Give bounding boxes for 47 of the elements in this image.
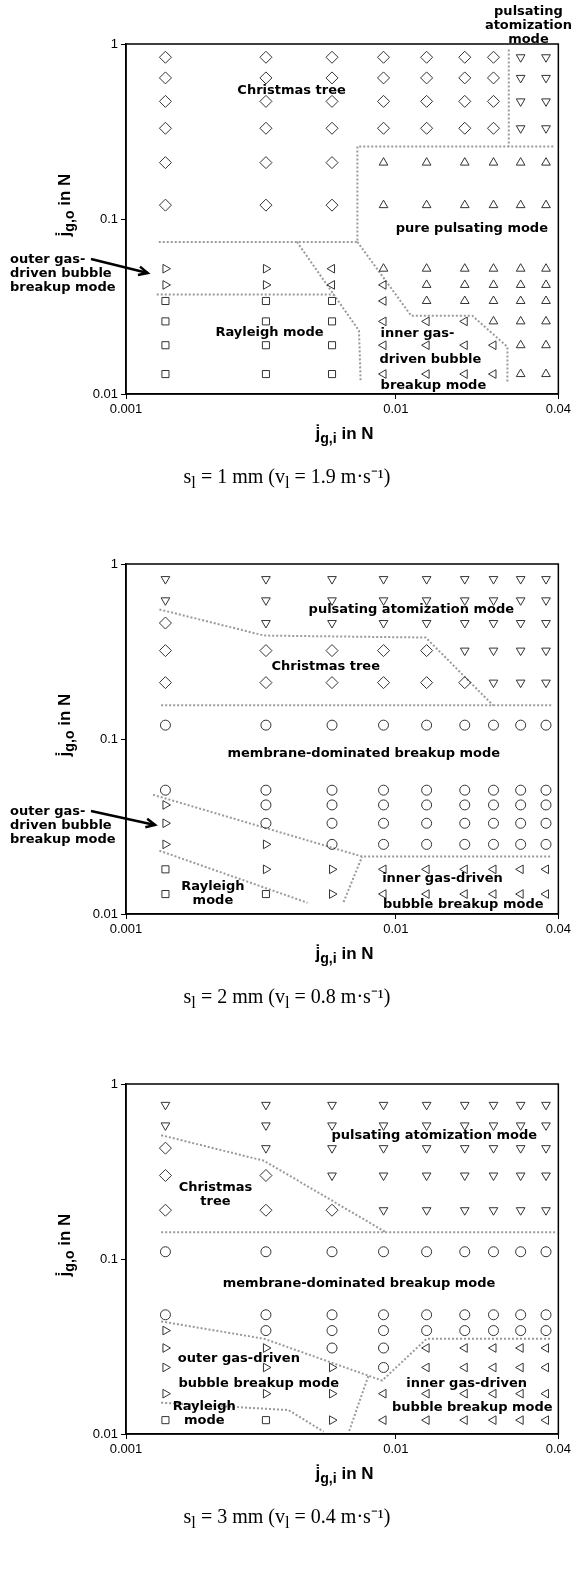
x-tick-label: 0.01 bbox=[383, 401, 409, 417]
annotation: Rayleigh mode bbox=[172, 1397, 236, 1427]
annotation: membrane-dominated breakup mode bbox=[222, 1274, 496, 1290]
y-tick-label: 1 bbox=[110, 35, 118, 51]
annotation: inner gas- bbox=[380, 325, 455, 341]
x-tick-label: 0.001 bbox=[109, 1441, 143, 1457]
annotation: pulsating atomization mode bbox=[484, 3, 572, 47]
x-tick-label: 0.001 bbox=[109, 401, 143, 417]
annotation: bubble breakup mode bbox=[392, 1399, 553, 1415]
text: outer gas- driven bubble breakup mode bbox=[10, 802, 116, 846]
x-axis-title: j̇$_{g,i}$ in N bbox=[314, 1464, 375, 1487]
annotation: pulsating atomization mode bbox=[331, 1127, 538, 1143]
annotation: Rayleigh mode bbox=[215, 324, 324, 340]
annotation: driven bubble bbox=[379, 351, 482, 367]
y-tick-label: 0.01 bbox=[92, 1425, 118, 1441]
text: outer gas- driven bubble breakup mode bbox=[10, 250, 116, 294]
x-tick-label: 0.04 bbox=[545, 921, 572, 937]
annotation: pulsating atomization mode bbox=[308, 600, 515, 616]
x-tick-label: 0.04 bbox=[545, 401, 572, 417]
annotation: Christmas tree bbox=[271, 657, 381, 673]
text: s$_{l}$ = 3 mm (v$_{l}$ = 0.4 m·s⁻¹) bbox=[182, 1504, 392, 1533]
x-axis-title: j̇$_{g,i}$ in N bbox=[314, 424, 375, 447]
x-axis-title: j̇$_{g,i}$ in N bbox=[314, 944, 375, 967]
annotation: Christmas tree bbox=[237, 82, 346, 98]
y-tick-label: 0.1 bbox=[99, 210, 118, 226]
x-tick-label: 0.01 bbox=[383, 921, 409, 937]
x-tick-label: 0.01 bbox=[383, 1441, 409, 1457]
x-tick-label: 0.04 bbox=[545, 1441, 572, 1457]
annotation: outer gas-driven bbox=[177, 1349, 300, 1365]
y-tick-label: 0.1 bbox=[99, 1250, 118, 1266]
text: s$_{l}$ = 2 mm (v$_{l}$ = 0.8 m·s⁻¹) bbox=[182, 984, 392, 1013]
annotation: membrane-dominated breakup mode bbox=[227, 745, 501, 761]
y-tick-label: 1 bbox=[110, 555, 118, 571]
annotation: bubble breakup mode bbox=[178, 1375, 340, 1391]
y-tick-label: 1 bbox=[110, 1075, 118, 1091]
y-tick-label: 0.01 bbox=[92, 385, 118, 401]
text: s$_{l}$ = 1 mm (v$_{l}$ = 1.9 m·s⁻¹) bbox=[182, 464, 392, 493]
x-tick-label: 0.001 bbox=[109, 921, 143, 937]
annotation: inner gas-driven bbox=[406, 1374, 528, 1390]
annotation: breakup mode bbox=[380, 376, 487, 392]
annotation: bubble breakup mode bbox=[382, 895, 544, 911]
annotation: inner gas-driven bbox=[382, 870, 503, 886]
y-tick-label: 0.01 bbox=[92, 905, 118, 921]
annotation: Rayleigh mode bbox=[181, 877, 245, 907]
annotation: pure pulsating mode bbox=[395, 220, 549, 236]
y-tick-label: 0.1 bbox=[99, 730, 118, 746]
annotation: Christmas tree bbox=[178, 1178, 253, 1208]
